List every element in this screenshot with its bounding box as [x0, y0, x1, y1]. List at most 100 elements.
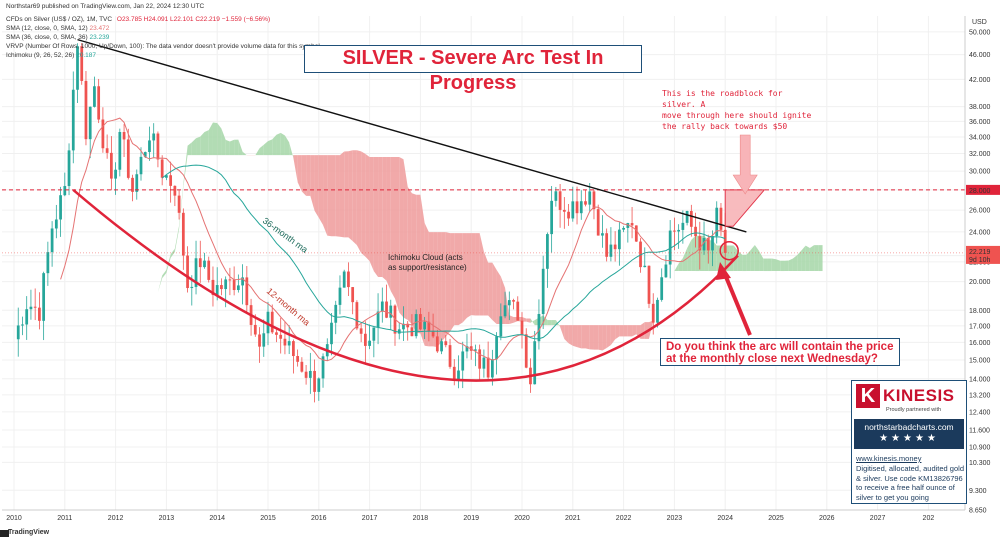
- cloud-segment: [301, 155, 307, 196]
- cloud-segment: [433, 232, 438, 348]
- cloud-segment: [577, 325, 582, 349]
- cloud-segment: [361, 151, 366, 257]
- cloud-segment: [649, 320, 654, 339]
- candle-body: [148, 140, 151, 153]
- y-tick-label: 9.300: [969, 488, 987, 495]
- candle-body: [474, 349, 477, 351]
- candle-body: [224, 279, 228, 290]
- sma36-legend[interactable]: SMA (36, close, 0, SMA, 36) 23.239: [6, 34, 109, 41]
- candle-body: [601, 233, 604, 236]
- candle-body: [478, 349, 482, 369]
- cloud-segment: [276, 132, 281, 156]
- candle-body: [105, 148, 109, 153]
- kinesis-logo: K KINESIS Proudly partnered with: [856, 384, 964, 414]
- candle-body: [465, 346, 469, 352]
- candle-body: [42, 273, 46, 321]
- publish-info: Northstar69 published on TradingView.com…: [6, 3, 205, 10]
- y-tick-label: 14.000: [969, 376, 991, 383]
- cloud-segment: [416, 194, 421, 334]
- pointer-arrow-head: [716, 262, 731, 280]
- axis-unit: USD: [972, 19, 987, 26]
- sma36-line: [161, 164, 726, 340]
- site-banner[interactable]: northstarbadcharts.com ★★★★★: [854, 419, 964, 449]
- cloud-segment: [399, 156, 404, 318]
- cloud-segment: [386, 156, 391, 292]
- candle-body: [558, 191, 562, 210]
- candle-body: [287, 341, 291, 346]
- cloud-label-line-1: Ichimoku Cloud (acts: [388, 253, 463, 262]
- roadblock-note-line-1: This is the roadblock for silver. A: [662, 89, 783, 109]
- cloud-segment: [801, 245, 806, 272]
- candle-body: [698, 236, 702, 251]
- sma12-line: [60, 117, 726, 362]
- candle-body: [46, 252, 50, 274]
- candle-body: [253, 324, 257, 335]
- candle-body: [156, 133, 160, 160]
- cloud-segment: [526, 318, 531, 323]
- candle-body: [211, 279, 215, 296]
- candle-body: [673, 230, 676, 232]
- roadblock-note-line-2: move through here should ignite: [662, 111, 812, 120]
- sma12-legend[interactable]: SMA (12, close, 0, SMA, 12) 23.472: [6, 25, 109, 32]
- candle-body: [389, 305, 393, 318]
- cloud-segment: [217, 123, 222, 156]
- x-tick-label: 2018: [413, 515, 429, 522]
- cloud-segment: [420, 194, 425, 346]
- y-tick-label: 42.000: [969, 77, 991, 84]
- candle-body: [372, 327, 376, 341]
- candle-body: [84, 80, 88, 140]
- cloud-segment: [555, 320, 561, 327]
- candle-body: [275, 332, 278, 335]
- x-tick-label: 202: [923, 515, 935, 522]
- cloud-segment: [759, 250, 764, 272]
- candle-body: [186, 255, 189, 289]
- kinesis-link[interactable]: www.kinesis.money: [856, 454, 922, 463]
- candle-body: [656, 299, 659, 323]
- cloud-segment: [314, 155, 319, 218]
- level-tag: [966, 184, 1000, 195]
- candle-body: [397, 329, 401, 334]
- cloud-segment: [428, 232, 434, 347]
- candle-body: [169, 175, 173, 186]
- candle-body: [541, 268, 545, 314]
- cloud-segment: [153, 292, 158, 305]
- candle-body: [266, 311, 270, 334]
- candle-body: [626, 223, 630, 228]
- cloud-segment: [378, 156, 383, 277]
- candle-body: [232, 279, 236, 291]
- cloud-segment: [200, 131, 205, 156]
- candle-body: [588, 191, 592, 205]
- tradingview-brand: TradingView: [8, 529, 50, 536]
- cloud-segment: [797, 250, 802, 272]
- question-line-1: Do you think the arc will contain the pr…: [666, 341, 894, 353]
- sponsor-panel[interactable]: K KINESIS Proudly partnered with northst…: [851, 380, 967, 504]
- x-tick-label: 2020: [514, 515, 530, 522]
- kinesis-k-icon: K: [856, 384, 880, 408]
- y-tick-label: 32.000: [969, 151, 991, 158]
- cloud-segment: [479, 233, 484, 316]
- cloud-segment: [746, 250, 751, 272]
- candle-body: [355, 302, 359, 329]
- roadblock-zone: [724, 189, 766, 227]
- candle-body: [38, 307, 41, 321]
- candle-body: [330, 322, 333, 345]
- tradingview-logo[interactable]: TradingView: [0, 529, 50, 537]
- cloud-segment: [471, 233, 476, 316]
- candle-body: [139, 156, 143, 175]
- cloud-segment: [687, 239, 692, 272]
- cloud-segment: [263, 141, 268, 156]
- candle-body: [634, 225, 638, 242]
- x-tick-label: 2023: [667, 515, 683, 522]
- candle-body: [101, 119, 105, 149]
- cloud-segment: [373, 156, 379, 277]
- vrvp-legend[interactable]: VRVP (Number Of Rows, 1000, Up/Down, 100…: [6, 43, 322, 50]
- ichimoku-legend[interactable]: Ichimoku (9, 26, 52, 26) 20.187: [6, 52, 96, 59]
- cloud-segment: [492, 262, 497, 324]
- candle-body: [596, 209, 600, 236]
- cloud-segment: [403, 159, 408, 320]
- cloud-segment: [458, 233, 463, 326]
- chart-title: SILVER - Severe Arc Test In Progress: [342, 47, 604, 94]
- cloud-segment: [369, 156, 374, 272]
